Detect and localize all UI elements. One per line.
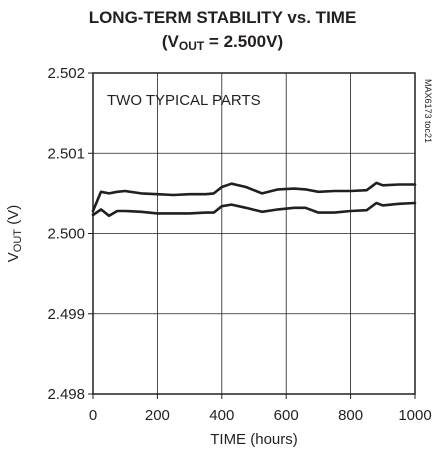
chart-title: LONG-TERM STABILITY vs. TIME [88,8,357,27]
y-tick-label: 2.502 [47,65,85,82]
chart-annotation: TWO TYPICAL PARTS [107,92,261,109]
data-series [91,181,417,218]
x-tick-label: 200 [145,407,170,424]
subtitle-prefix: (V [161,32,179,51]
x-tick-label: 800 [338,407,363,424]
chart-subtitle: (VOUT = 2.500V) [0,32,445,53]
subtitle-subscript: OUT [178,39,205,53]
y-tick-label: 2.501 [47,145,85,162]
x-axis-ticks: 0 200 400 600 800 1000 [89,394,432,424]
series-line-1 [91,181,417,213]
y-tick-label: 2.499 [47,306,85,323]
x-tick-label: 400 [209,407,234,424]
x-tick-label: 1000 [398,407,431,424]
y-tick-label: 2.500 [47,226,85,243]
x-axis-label: TIME (hours) [210,431,298,448]
y-tick-label: 2.498 [47,386,85,403]
grid-lines [93,73,415,394]
x-tick-label: 600 [274,407,299,424]
y-axis-ticks: 2.498 2.499 2.500 2.501 2.502 [47,65,93,403]
subtitle-suffix: = 2.500V) [204,32,284,51]
y-axis-label: VOUT (V) [5,205,24,262]
series-line-2 [91,201,417,218]
y-axis-label-unit: (V) [5,205,22,229]
figure-id-label: MAX6173 toc21 [423,79,433,143]
x-tick-label: 0 [89,407,97,424]
y-axis-label-subscript: OUT [12,229,24,253]
y-axis-label-main: V [5,252,22,262]
